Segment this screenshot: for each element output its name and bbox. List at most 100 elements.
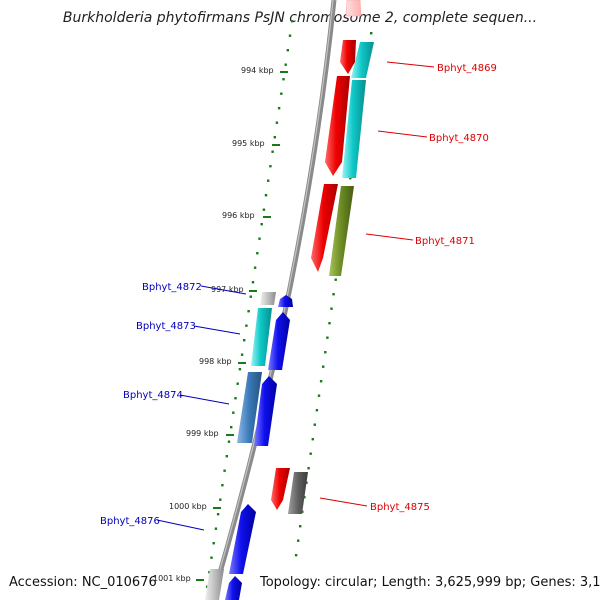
minor-tick-left — [216, 513, 220, 516]
gene-label-bphyt-4874[interactable]: Bphyt_4874 — [123, 390, 183, 401]
gene-bphyt-4870-red[interactable] — [325, 76, 350, 176]
gene-bphyt-4876-blue[interactable] — [229, 504, 256, 574]
gene-label-bphyt-4869[interactable]: Bphyt_4869 — [437, 63, 497, 74]
minor-tick-left — [277, 107, 281, 110]
minor-tick-left — [234, 397, 237, 400]
minor-tick-left — [210, 556, 213, 559]
minor-tick-right — [334, 278, 337, 281]
tick-label-995: 995 kbp — [232, 139, 265, 148]
minor-tick-left — [251, 281, 255, 284]
minor-tick-left — [243, 339, 246, 342]
accession-text: Accession: NC_010676 — [9, 575, 157, 590]
minor-tick-left — [238, 368, 242, 371]
connector-bphyt-4872 — [200, 285, 247, 295]
minor-tick-right — [297, 539, 300, 542]
gene-bphyt-4871-red[interactable] — [311, 184, 338, 272]
tick-label-994: 994 kbp — [241, 66, 274, 75]
tick-label-1001: 1001 kbp — [153, 574, 191, 583]
minor-tick-left — [219, 498, 222, 501]
gene-bphyt-4872-gray[interactable] — [260, 292, 276, 305]
minor-tick-left — [230, 426, 233, 429]
connector-bphyt-4871 — [365, 233, 414, 241]
gene-bphyt-4874-steel[interactable] — [237, 372, 262, 443]
minor-tick-right — [324, 351, 327, 354]
minor-tick-left — [249, 295, 252, 298]
gene-bphyt-4875-red[interactable] — [271, 468, 290, 510]
tick-995: 995 kbp — [232, 139, 280, 148]
minor-tick-right — [349, 177, 352, 180]
minor-tick-right — [307, 467, 310, 470]
gene-label-bphyt-4872[interactable]: Bphyt_4872 — [142, 282, 202, 293]
minor-tick-left — [269, 165, 272, 168]
gene-bphyt-4873-blue[interactable] — [268, 312, 290, 370]
minor-tick-left — [271, 150, 274, 153]
tick-994: 994 kbp — [241, 66, 288, 75]
minor-tick-left — [275, 121, 279, 124]
gene-partial-top[interactable] — [345, 0, 362, 17]
connector-bphyt-4873 — [193, 325, 241, 335]
minor-tick-left — [258, 237, 261, 240]
minor-tick-right — [370, 32, 373, 35]
minor-tick-left — [280, 92, 283, 95]
gene-label-bphyt-4876[interactable]: Bphyt_4876 — [100, 516, 160, 527]
minor-tick-left — [291, 20, 294, 23]
tick-label-999: 999 kbp — [186, 429, 219, 438]
gene-bphyt-4875-darkgray[interactable] — [288, 472, 308, 514]
minor-tick-right — [311, 438, 314, 441]
gene-bphyt-4871-olive[interactable] — [329, 186, 354, 276]
minor-tick-left — [267, 179, 270, 182]
gene-bphyt-4869-cyan[interactable] — [351, 42, 374, 78]
gene-bphyt-4874-blue[interactable] — [254, 376, 277, 446]
gene-bottom-gray[interactable] — [205, 569, 224, 600]
tick-996: 996 kbp — [222, 211, 271, 220]
gene-bphyt-4870-cyan[interactable] — [342, 80, 366, 178]
minor-tick-right — [332, 293, 335, 296]
connector-bphyt-4869 — [386, 61, 435, 68]
gene-label-bphyt-4870[interactable]: Bphyt_4870 — [429, 133, 489, 144]
minor-tick-left — [221, 484, 224, 487]
tick-label-1000: 1000 kbp — [169, 502, 207, 511]
gene-bphyt-4872-blue[interactable] — [278, 295, 293, 307]
minor-tick-right — [315, 409, 319, 412]
gene-bphyt-4873-cyan[interactable] — [251, 308, 272, 366]
gene-label-bphyt-4873[interactable]: Bphyt_4873 — [136, 321, 196, 332]
tick-999: 999 kbp — [186, 429, 234, 438]
minor-tick-left — [273, 136, 276, 139]
minor-tick-left — [208, 571, 211, 574]
minor-tick-left — [225, 455, 228, 458]
sequence-backbone — [209, 0, 337, 600]
minor-tick-right — [299, 525, 302, 528]
minor-tick-left — [214, 527, 218, 530]
minor-tick-left — [264, 194, 268, 197]
minor-tick-right — [303, 496, 306, 499]
tick-label-997: 997 kbp — [211, 285, 244, 294]
tick-label-996: 996 kbp — [222, 211, 255, 220]
gene-label-bphyt-4871[interactable]: Bphyt_4871 — [415, 236, 475, 247]
connector-bphyt-4870 — [377, 130, 428, 138]
minor-tick-left — [232, 411, 235, 414]
topology-text: Topology: circular; Length: 3,625,999 bp… — [260, 575, 600, 590]
minor-tick-left — [240, 353, 244, 356]
gene-bottom-blue[interactable] — [225, 576, 242, 600]
gene-label-bphyt-4875[interactable]: Bphyt_4875 — [370, 502, 430, 513]
minor-tick-left — [253, 266, 257, 269]
connector-bphyt-4876 — [156, 519, 205, 531]
minor-tick-left — [284, 63, 287, 66]
minor-tick-right — [305, 481, 308, 484]
minor-tick-left — [282, 78, 285, 81]
minor-tick-left — [247, 310, 250, 313]
minor-tick-left — [223, 469, 226, 472]
map-title: Burkholderia phytofirmans PsJN chromosom… — [62, 10, 538, 26]
minor-tick-right — [309, 452, 312, 455]
minor-tick-left — [236, 382, 239, 385]
tick-997: 997 kbp — [211, 285, 257, 294]
tick-label-998: 998 kbp — [199, 357, 232, 366]
minor-tick-right — [322, 365, 325, 368]
minor-tick-right — [319, 380, 323, 383]
minor-tick-right — [317, 394, 321, 397]
minor-tick-left — [256, 252, 259, 255]
connector-bphyt-4874 — [179, 394, 230, 405]
minor-tick-right — [326, 336, 329, 339]
gene-bphyt-4869-red[interactable] — [340, 40, 356, 74]
